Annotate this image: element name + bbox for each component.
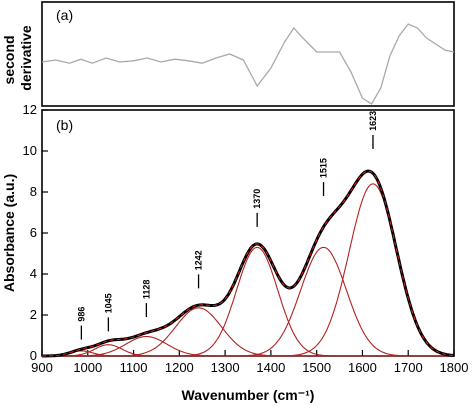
peak-label: 1128	[141, 280, 151, 300]
x-tick-label: 1400	[256, 360, 285, 375]
panel-a-label: (a)	[56, 7, 73, 23]
x-tick-label: 1700	[394, 360, 423, 375]
x-tick-label: 1500	[302, 360, 331, 375]
x-tick-label: 1800	[440, 360, 469, 375]
panel-b-ticks: 900 1000 1100 1200 1300 1400 1500 1600 1700 1800 0…	[23, 102, 469, 375]
panel-a: (a) second derivative	[1, 1, 455, 107]
fit-components	[42, 183, 455, 357]
x-tick-label: 900	[31, 360, 53, 375]
peak-label: 1242	[194, 250, 204, 270]
absorbance-spectrum-line	[42, 169, 455, 358]
x-tick-label: 1200	[165, 360, 194, 375]
y-tick-label: 2	[30, 307, 37, 322]
panel-b: (b) 900 1000 1100 1200 1300 1400 1500 1600 1700 1…	[1, 102, 468, 403]
y-tick-label: 10	[23, 143, 37, 158]
y-tick-label: 0	[30, 348, 37, 363]
y-tick-label: 8	[30, 184, 37, 199]
peak-label: 1370	[252, 189, 262, 209]
x-tick-label: 1600	[348, 360, 377, 375]
second-derivative-line	[41, 23, 455, 105]
peak-label: 1045	[103, 293, 113, 313]
x-tick-label: 1000	[73, 360, 102, 375]
y-tick-label: 12	[23, 102, 37, 117]
y-tick-label: 6	[30, 225, 37, 240]
fitted-sum-line	[42, 170, 455, 357]
peak-label: 986	[76, 307, 86, 322]
peak-label: 1515	[319, 158, 329, 178]
y-tick-label: 4	[30, 266, 37, 281]
fit-component-1128	[42, 335, 454, 357]
x-axis-title: Wavenumber (cm⁻¹)	[182, 387, 315, 403]
fit-component-1242	[42, 307, 454, 357]
peak-label: 1623	[368, 111, 378, 131]
x-tick-label: 1100	[120, 360, 148, 375]
panel-a-ylabel: second derivative	[1, 25, 34, 91]
fit-component-1623	[42, 183, 455, 357]
panel-a-frame	[41, 1, 455, 107]
panel-b-label: (b)	[56, 117, 73, 133]
y-axis-title: Absorbance (a.u.)	[1, 174, 17, 292]
peak-labels: 986 1045 1128 1242 1370 1515 1623	[76, 111, 378, 340]
x-tick-label: 1300	[211, 360, 240, 375]
